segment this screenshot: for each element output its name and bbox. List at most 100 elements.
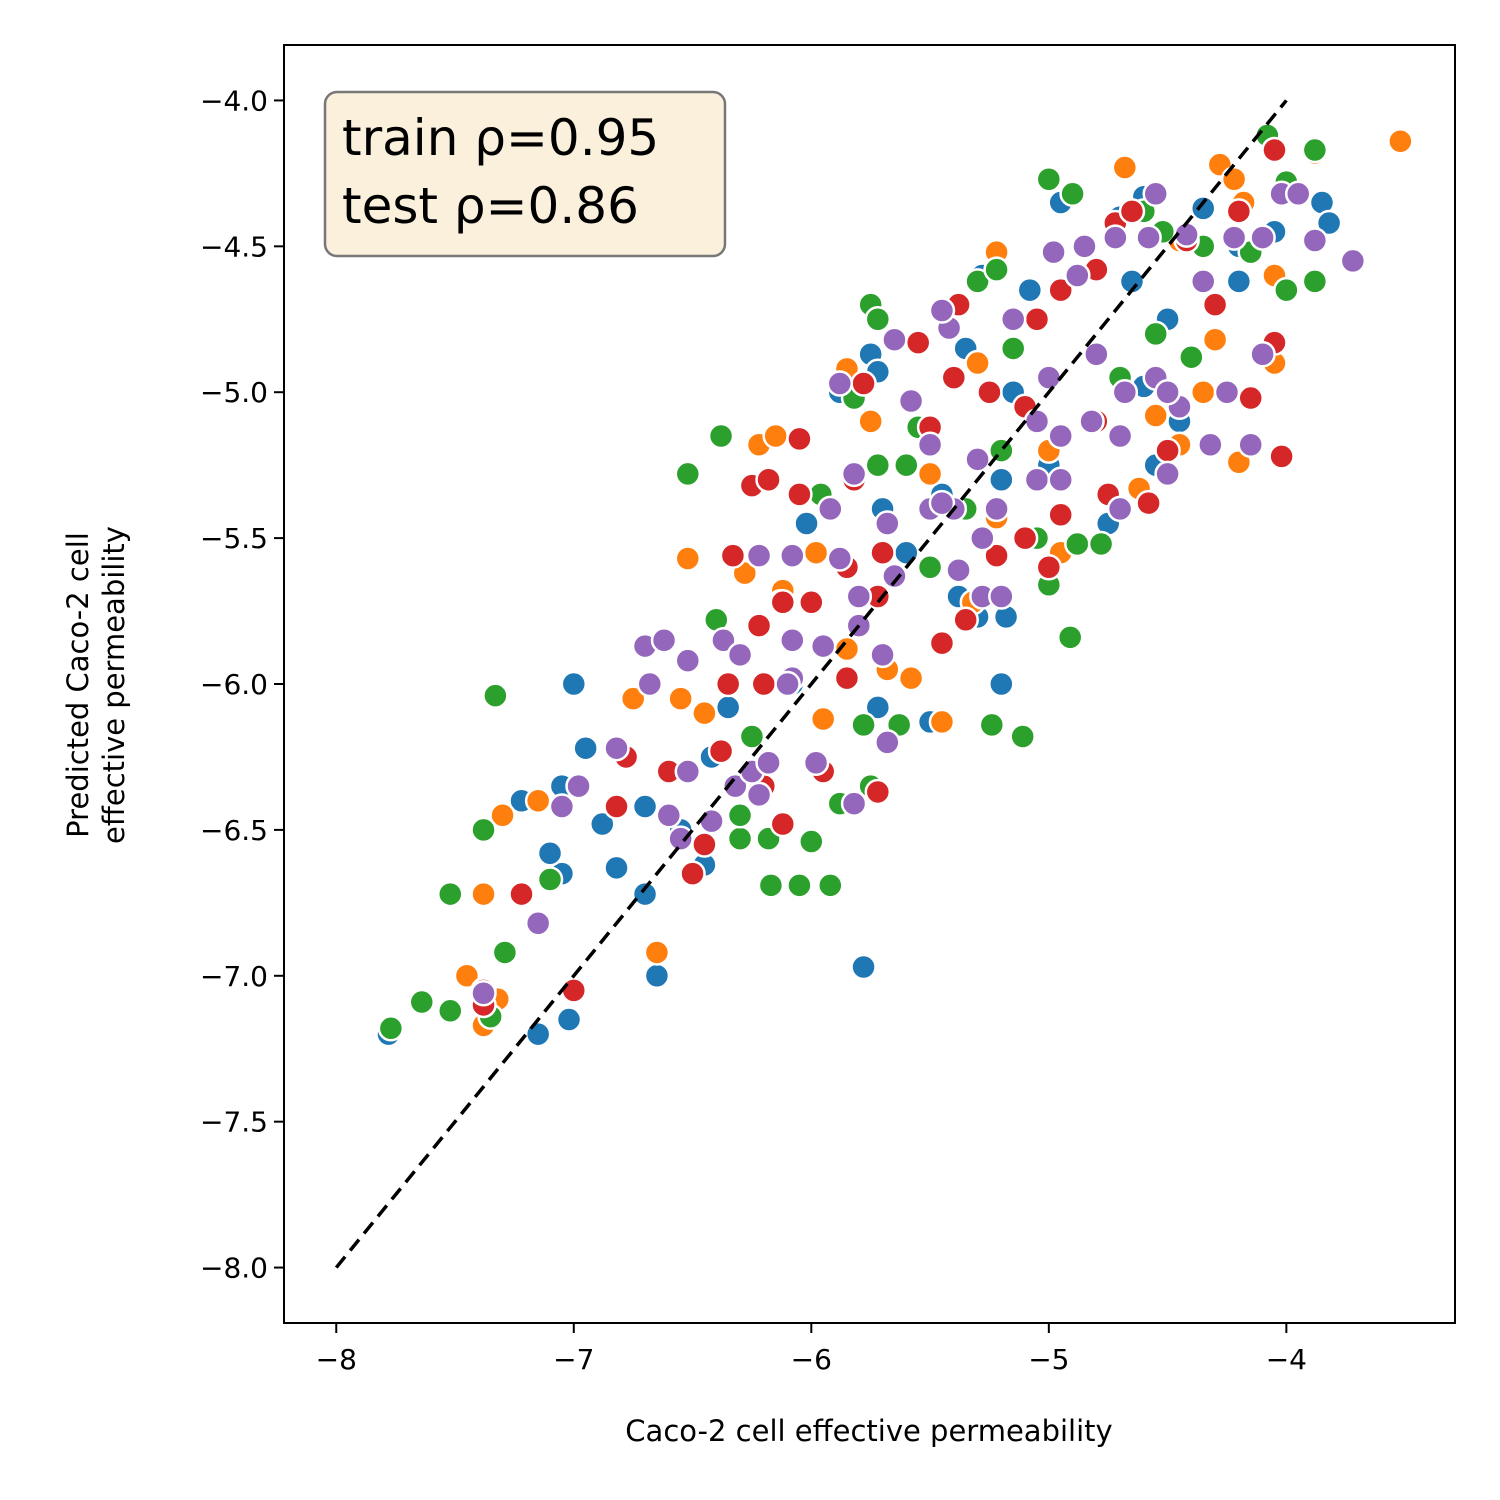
data-point — [1035, 364, 1063, 391]
data-point — [916, 554, 944, 581]
data-point — [786, 872, 813, 899]
data-point — [1339, 247, 1367, 275]
data-point — [988, 466, 1015, 494]
data-point — [572, 734, 599, 762]
data-point — [881, 562, 908, 590]
data-point — [1249, 341, 1276, 368]
data-point — [636, 670, 664, 698]
data-point — [1154, 378, 1181, 406]
data-point — [893, 451, 920, 479]
data-point — [745, 612, 773, 639]
series-1 — [453, 128, 1414, 1039]
data-point — [1273, 276, 1300, 304]
data-point — [691, 831, 718, 858]
data-point — [1059, 180, 1086, 208]
data-point — [560, 977, 588, 1004]
correlation-annotation-box: train ρ=0.95 test ρ=0.86 — [323, 90, 727, 258]
data-point — [1064, 530, 1091, 558]
data-point — [377, 1015, 405, 1042]
data-point — [1387, 128, 1414, 155]
data-point — [437, 997, 464, 1025]
data-point — [1071, 233, 1098, 260]
data-point — [869, 539, 896, 566]
data-point — [1301, 227, 1329, 254]
data-point — [762, 422, 789, 450]
data-point — [524, 910, 552, 937]
data-point — [1009, 723, 1036, 750]
data-point — [897, 387, 925, 415]
data-point — [1189, 378, 1217, 406]
data-point — [964, 446, 991, 473]
y-tick-label: −7.5 — [200, 1106, 268, 1139]
data-point — [809, 705, 837, 733]
data-point — [1083, 341, 1110, 368]
data-point — [1102, 224, 1129, 251]
data-point — [857, 408, 884, 435]
data-point — [817, 872, 844, 899]
data-point — [904, 329, 932, 356]
data-point — [437, 880, 464, 908]
data-point — [1023, 408, 1051, 435]
data-point — [850, 711, 877, 739]
data-point — [769, 589, 797, 616]
data-point — [864, 694, 892, 721]
data-point — [1189, 195, 1217, 222]
data-point — [674, 758, 702, 785]
data-point — [1261, 136, 1288, 164]
data-point — [1135, 489, 1162, 517]
data-point — [874, 729, 901, 756]
data-point — [707, 422, 735, 450]
data-point — [988, 583, 1015, 610]
data-point — [945, 556, 972, 584]
data-point — [916, 460, 944, 488]
data-point — [983, 542, 1010, 569]
data-point — [928, 489, 956, 517]
data-point — [1189, 268, 1217, 295]
data-point — [928, 708, 956, 736]
y-tick-label: −6.5 — [200, 814, 268, 847]
data-point — [453, 962, 481, 990]
data-point — [1016, 276, 1044, 304]
data-point — [536, 839, 564, 867]
identity-reference-line — [334, 99, 1288, 1269]
data-point — [643, 939, 671, 966]
data-point — [1301, 268, 1329, 295]
data-point — [897, 664, 925, 692]
data-point — [1023, 306, 1051, 333]
data-point — [489, 802, 516, 829]
data-point — [864, 451, 892, 479]
data-point — [1056, 624, 1084, 651]
data-point — [793, 510, 820, 537]
y-tick-label: −4.5 — [200, 230, 268, 263]
data-point — [1111, 154, 1139, 181]
data-point — [1225, 268, 1253, 295]
data-point — [817, 495, 844, 523]
data-point — [840, 460, 868, 488]
data-point — [714, 694, 742, 721]
data-point — [769, 810, 797, 838]
data-point — [536, 866, 564, 893]
data-point — [1118, 268, 1146, 295]
x-tick-label: −7 — [553, 1343, 594, 1376]
data-point — [1035, 554, 1063, 581]
data-point — [548, 793, 576, 820]
data-point — [874, 510, 901, 537]
data-point — [978, 711, 1006, 739]
data-point — [524, 1020, 552, 1048]
points-layer — [375, 122, 1414, 1048]
y-tick-label: −8.0 — [200, 1252, 268, 1285]
y-axis-label-line-2: effective permeability — [97, 526, 131, 844]
data-point — [1078, 408, 1105, 435]
data-point — [999, 306, 1027, 333]
data-point — [869, 641, 896, 669]
data-point — [619, 685, 647, 712]
data-point — [555, 1006, 583, 1033]
data-point — [864, 306, 892, 333]
data-point — [928, 629, 956, 657]
data-point — [802, 539, 830, 566]
data-point — [845, 583, 873, 610]
data-point — [643, 962, 671, 990]
data-point — [798, 589, 825, 616]
data-point — [1301, 136, 1329, 164]
